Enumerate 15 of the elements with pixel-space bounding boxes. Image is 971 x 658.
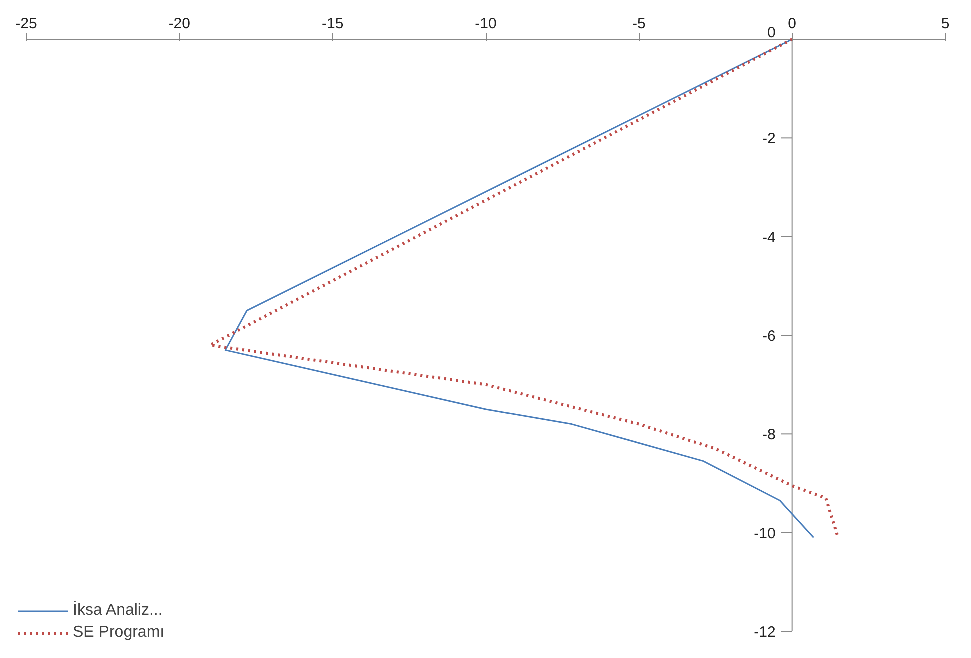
y-tick-label: -8: [762, 426, 776, 444]
y-tick-label: -12: [754, 624, 776, 641]
legend-label: İksa Analiz...: [73, 602, 163, 620]
x-tick-label: -15: [322, 16, 344, 32]
legend-label: SE Programı: [73, 624, 165, 642]
y-tick-label: -2: [762, 130, 776, 148]
x-tick-label: -25: [16, 16, 38, 32]
y-tick-label: -6: [762, 328, 776, 345]
y-tick-label: -10: [754, 525, 776, 542]
x-tick-label: 5: [941, 16, 950, 32]
x-tick-label: -10: [475, 16, 497, 32]
x-tick-label: 0: [788, 16, 797, 32]
x-tick-label: -5: [632, 16, 646, 32]
y-tick-label: -4: [762, 229, 776, 246]
x-tick-label: -20: [168, 16, 191, 32]
